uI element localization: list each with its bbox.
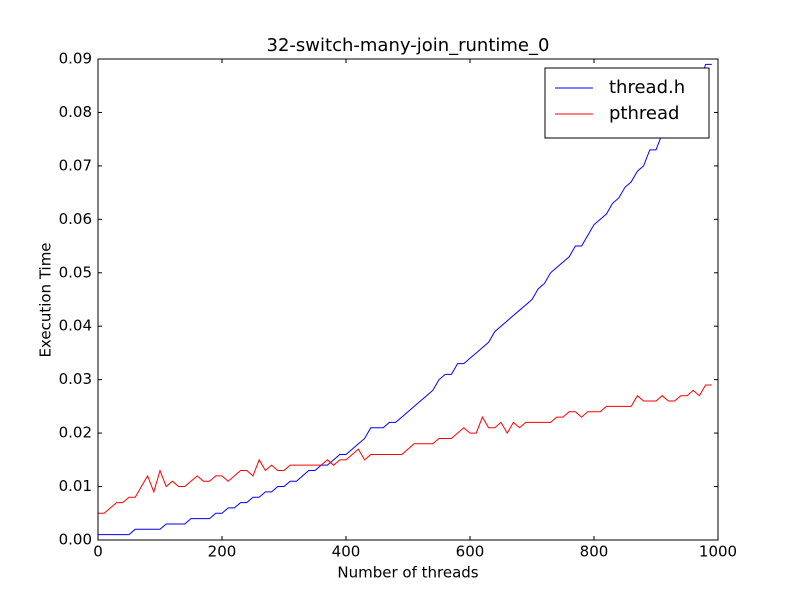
x-tick-label: 400 xyxy=(332,543,361,561)
x-tick-label: 800 xyxy=(580,543,609,561)
y-tick-label: 0.02 xyxy=(59,424,92,442)
series-line xyxy=(98,384,712,514)
y-tick-label: 0.03 xyxy=(59,370,92,388)
y-tick-label: 0.00 xyxy=(59,531,92,549)
x-tick-label: 600 xyxy=(456,543,485,561)
y-tick-label: 0.05 xyxy=(59,263,92,281)
x-tick-label: 200 xyxy=(208,543,237,561)
legend-label: thread.h xyxy=(609,77,685,98)
y-tick-label: 0.01 xyxy=(59,477,92,495)
y-axis-label: Execution Time xyxy=(37,242,55,357)
chart-title: 32-switch-many-join_runtime_0 xyxy=(267,35,550,56)
x-tick-label: 0 xyxy=(93,543,103,561)
legend-box xyxy=(544,67,710,139)
plot-frame xyxy=(97,58,719,541)
series-line xyxy=(98,63,712,536)
legend-label: pthread xyxy=(609,103,679,124)
y-tick-label: 0.04 xyxy=(59,317,92,335)
y-tick-label: 0.06 xyxy=(59,210,92,228)
y-tick-label: 0.09 xyxy=(59,50,92,68)
y-tick-label: 0.07 xyxy=(59,156,92,174)
y-tick-label: 0.08 xyxy=(59,103,92,121)
x-axis-label: Number of threads xyxy=(337,564,478,582)
x-tick-label: 1000 xyxy=(699,543,737,561)
